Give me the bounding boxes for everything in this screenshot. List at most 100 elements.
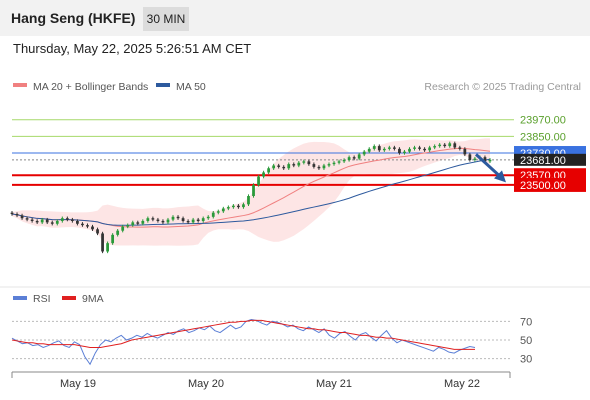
candle-body: [151, 218, 155, 220]
ma50-line: [11, 158, 491, 226]
candle-body: [458, 147, 462, 149]
candle-body: [267, 168, 270, 173]
candle-body: [211, 212, 215, 217]
candle-body: [262, 172, 265, 177]
candle-body: [292, 164, 296, 166]
candle-body: [367, 148, 371, 152]
ma9-legend-swatch: [62, 296, 76, 300]
candle-body: [483, 157, 487, 162]
candle-body: [81, 223, 84, 226]
candle-body: [327, 164, 331, 166]
timeframe-button[interactable]: 30 MIN: [143, 7, 189, 31]
rsi-line: [11, 318, 476, 366]
ma9-legend-label: 9MA: [82, 293, 104, 305]
candle-body: [96, 229, 99, 234]
level-label-23500-00: 23500.00: [520, 180, 566, 192]
rsi-legend-swatch: [13, 296, 27, 300]
candle-body: [468, 154, 472, 160]
rsi-tick-label: 70: [520, 316, 532, 328]
x-tick-label: May 22: [444, 378, 480, 390]
candle-body: [272, 165, 276, 169]
credit-text: Research © 2025 Trading Central: [424, 81, 581, 93]
candle-body: [166, 219, 170, 223]
rsi-ma9-line: [11, 319, 475, 350]
candle-body: [317, 166, 321, 169]
candle-body: [297, 162, 301, 166]
last-price-tag: [514, 153, 586, 166]
candle-body: [413, 147, 416, 149]
candle-body: [146, 218, 150, 221]
candle-body: [307, 161, 311, 165]
candle-body: [237, 205, 240, 208]
legend-swatch-ma20: [13, 83, 27, 87]
level-label-23850-00: 23850.00: [520, 131, 566, 143]
candle-body: [40, 219, 44, 223]
candle-body: [86, 225, 89, 227]
candle-body: [352, 157, 356, 159]
instrument-title: Hang Seng (HKFE): [11, 10, 136, 26]
candle-body: [116, 230, 120, 235]
candle-body: [453, 143, 457, 148]
candle-body: [257, 176, 260, 185]
candle-body: [418, 147, 421, 149]
candle-body: [252, 184, 255, 197]
candle-body: [35, 220, 39, 223]
candle-body: [156, 219, 160, 221]
legend-swatch-ma50: [156, 83, 170, 87]
level-tag-23500-00: [514, 177, 586, 192]
candle-body: [443, 144, 447, 147]
candle-body: [448, 143, 452, 147]
candle-body: [10, 212, 14, 215]
candle-body: [131, 222, 135, 226]
level-label-23970-00: 23970.00: [520, 115, 566, 127]
candle-body: [428, 147, 432, 151]
candle-body: [382, 148, 386, 151]
candle-body: [201, 218, 205, 221]
candle-body: [342, 159, 346, 162]
candle-body: [161, 220, 165, 223]
candle-body: [357, 154, 361, 159]
projection-arrow: [474, 153, 501, 177]
x-tick-label: May 20: [188, 378, 224, 390]
candle-body: [242, 204, 245, 208]
candle-body: [473, 158, 477, 160]
candle-body: [196, 219, 200, 221]
candle-body: [282, 166, 286, 169]
candle-body: [372, 146, 376, 149]
candle-body: [20, 215, 24, 219]
candle-body: [216, 211, 220, 213]
candle-body: [387, 147, 391, 149]
candle-body: [302, 161, 306, 163]
candle-body: [247, 196, 250, 205]
candle-body: [226, 207, 230, 209]
candle-body: [15, 214, 19, 216]
candle-body: [232, 205, 235, 208]
candle-body: [55, 220, 59, 224]
candle-body: [206, 216, 210, 219]
candle-body: [403, 151, 406, 154]
candle-body: [186, 220, 190, 223]
legend-label-ma50: MA 50: [176, 81, 206, 93]
projection-arrow-head: [494, 170, 506, 183]
candle-body: [332, 162, 336, 165]
legend-label-ma20: MA 20 + Bollinger Bands: [33, 81, 148, 93]
candle-body: [287, 164, 291, 169]
candle-body: [393, 147, 396, 149]
x-tick-label: May 19: [60, 378, 96, 390]
candle-body: [45, 219, 49, 223]
candle-body: [433, 146, 437, 148]
candle-body: [76, 220, 79, 224]
candle-body: [377, 146, 381, 151]
candle-body: [277, 165, 281, 167]
candle-body: [65, 218, 69, 220]
candle-body: [322, 165, 326, 169]
rsi-legend-label: RSI: [33, 293, 51, 305]
candle-body: [50, 222, 54, 224]
candle-body: [126, 225, 130, 227]
timestamp: Thursday, May 22, 2025 5:26:51 AM CET: [13, 41, 252, 56]
candle-body: [30, 219, 34, 221]
candle-body: [347, 157, 351, 160]
candle-body: [111, 234, 115, 244]
candle-body: [25, 218, 29, 220]
